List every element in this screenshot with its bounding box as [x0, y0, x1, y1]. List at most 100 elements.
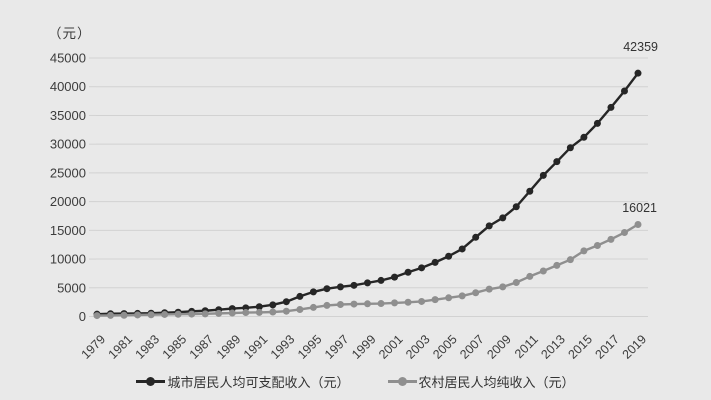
rural-data-point — [336, 300, 344, 308]
rural-data-point — [458, 292, 466, 300]
urban-data-point — [472, 233, 480, 241]
rural-data-point — [593, 241, 601, 249]
urban-data-point — [512, 203, 520, 211]
rural-data-point — [201, 310, 209, 318]
rural-line-marker-icon — [387, 377, 417, 386]
y-tick-label: 30000 — [50, 137, 86, 152]
urban-line-marker-icon — [136, 377, 166, 386]
x-tick-label: 1989 — [214, 332, 244, 362]
x-tick-label: 2007 — [457, 332, 487, 362]
x-tick-label: 2005 — [430, 332, 460, 362]
urban-data-point — [485, 222, 493, 230]
rural-data-point — [499, 283, 507, 291]
urban-data-point — [418, 264, 426, 272]
x-tick-label: 2003 — [403, 332, 433, 362]
rural-data-point — [431, 296, 439, 304]
rural-data-point — [93, 312, 101, 320]
rural-data-point — [174, 310, 182, 318]
rural-data-point — [350, 300, 358, 308]
rural-data-point — [323, 301, 331, 309]
rural-data-point — [228, 309, 236, 317]
legend-label-rural: 农村居民人均纯收入（元） — [418, 375, 575, 390]
x-tick-label: 2013 — [538, 332, 568, 362]
rural-data-point — [580, 247, 588, 255]
x-tick-label: 1991 — [241, 332, 271, 362]
rural-data-point — [377, 300, 385, 308]
legend: 城市居民人均可支配收入（元） 农村居民人均纯收入（元） — [0, 372, 711, 391]
rural-data-point — [539, 267, 547, 275]
urban-data-point — [350, 281, 358, 289]
rural-data-point — [607, 235, 615, 243]
legend-label-urban: 城市居民人均可支配收入（元） — [167, 375, 350, 390]
urban-data-point — [580, 133, 588, 141]
urban-data-point — [553, 158, 561, 166]
urban-data-point — [445, 252, 453, 260]
y-tick-label: 45000 — [50, 51, 86, 66]
x-tick-label: 2001 — [376, 332, 406, 362]
rural-data-point — [566, 256, 574, 264]
rural-data-point — [215, 309, 223, 317]
y-tick-label: 10000 — [50, 252, 86, 267]
x-tick-label: 1995 — [295, 332, 325, 362]
rural-data-point — [107, 311, 115, 319]
rural-data-point — [269, 308, 277, 316]
x-tick-label: 1979 — [79, 332, 109, 362]
rural-data-point — [553, 261, 561, 269]
rural-data-point — [242, 309, 250, 317]
x-tick-label: 1987 — [187, 332, 217, 362]
urban-data-point — [607, 103, 615, 111]
x-tick-label: 1981 — [106, 332, 136, 362]
rural-data-point — [418, 297, 426, 305]
rural-series-end-value-label: 16021 — [622, 201, 657, 215]
urban-data-point — [309, 288, 317, 296]
urban-income-line — [95, 71, 640, 316]
urban-data-point — [336, 283, 344, 291]
urban-data-point — [566, 144, 574, 152]
x-tick-label: 1985 — [160, 332, 190, 362]
rural-data-point — [134, 311, 142, 319]
legend-item-urban: 城市居民人均可支配收入（元） — [136, 372, 350, 391]
rural-data-point — [364, 300, 371, 308]
y-tick-label: 5000 — [57, 280, 86, 295]
rural-data-point — [512, 278, 520, 286]
rural-data-point — [620, 229, 628, 237]
rural-data-point — [296, 305, 304, 313]
urban-series-end-value-label: 42359 — [623, 40, 658, 54]
y-tick-label: 15000 — [50, 223, 86, 238]
urban-data-point — [391, 273, 399, 281]
urban-data-point — [539, 171, 547, 179]
rural-data-point — [188, 310, 196, 318]
x-tick-label: 2017 — [593, 332, 623, 362]
urban-data-point — [458, 245, 466, 253]
x-tick-label: 2019 — [620, 332, 650, 362]
rural-data-point — [255, 308, 263, 316]
y-tick-label: 0 — [79, 309, 86, 324]
urban-data-point — [269, 301, 277, 309]
rural-data-point — [526, 272, 534, 280]
x-tick-label: 1999 — [349, 332, 379, 362]
x-tick-label: 2009 — [484, 332, 514, 362]
rural-data-point — [282, 307, 290, 315]
x-tick-label: 1983 — [133, 332, 163, 362]
rural-data-point — [634, 220, 642, 228]
x-tick-label: 1997 — [322, 332, 352, 362]
urban-data-point — [499, 214, 507, 222]
rural-data-point — [120, 311, 128, 319]
urban-data-point — [526, 187, 534, 195]
y-tick-label: 25000 — [50, 165, 86, 180]
y-tick-label: 40000 — [50, 79, 86, 94]
urban-data-point — [620, 87, 628, 95]
urban-data-point — [377, 276, 385, 284]
rural-data-point — [472, 289, 480, 297]
urban-data-point — [634, 69, 642, 77]
x-tick-label: 2011 — [512, 332, 541, 361]
rural-data-point — [404, 298, 412, 306]
rural-data-point — [147, 311, 155, 319]
x-tick-label: 1993 — [268, 332, 298, 362]
urban-data-point — [364, 279, 371, 287]
urban-data-point — [282, 298, 290, 306]
rural-data-point — [309, 303, 317, 311]
urban-data-point — [431, 258, 439, 266]
rural-data-point — [485, 285, 493, 293]
